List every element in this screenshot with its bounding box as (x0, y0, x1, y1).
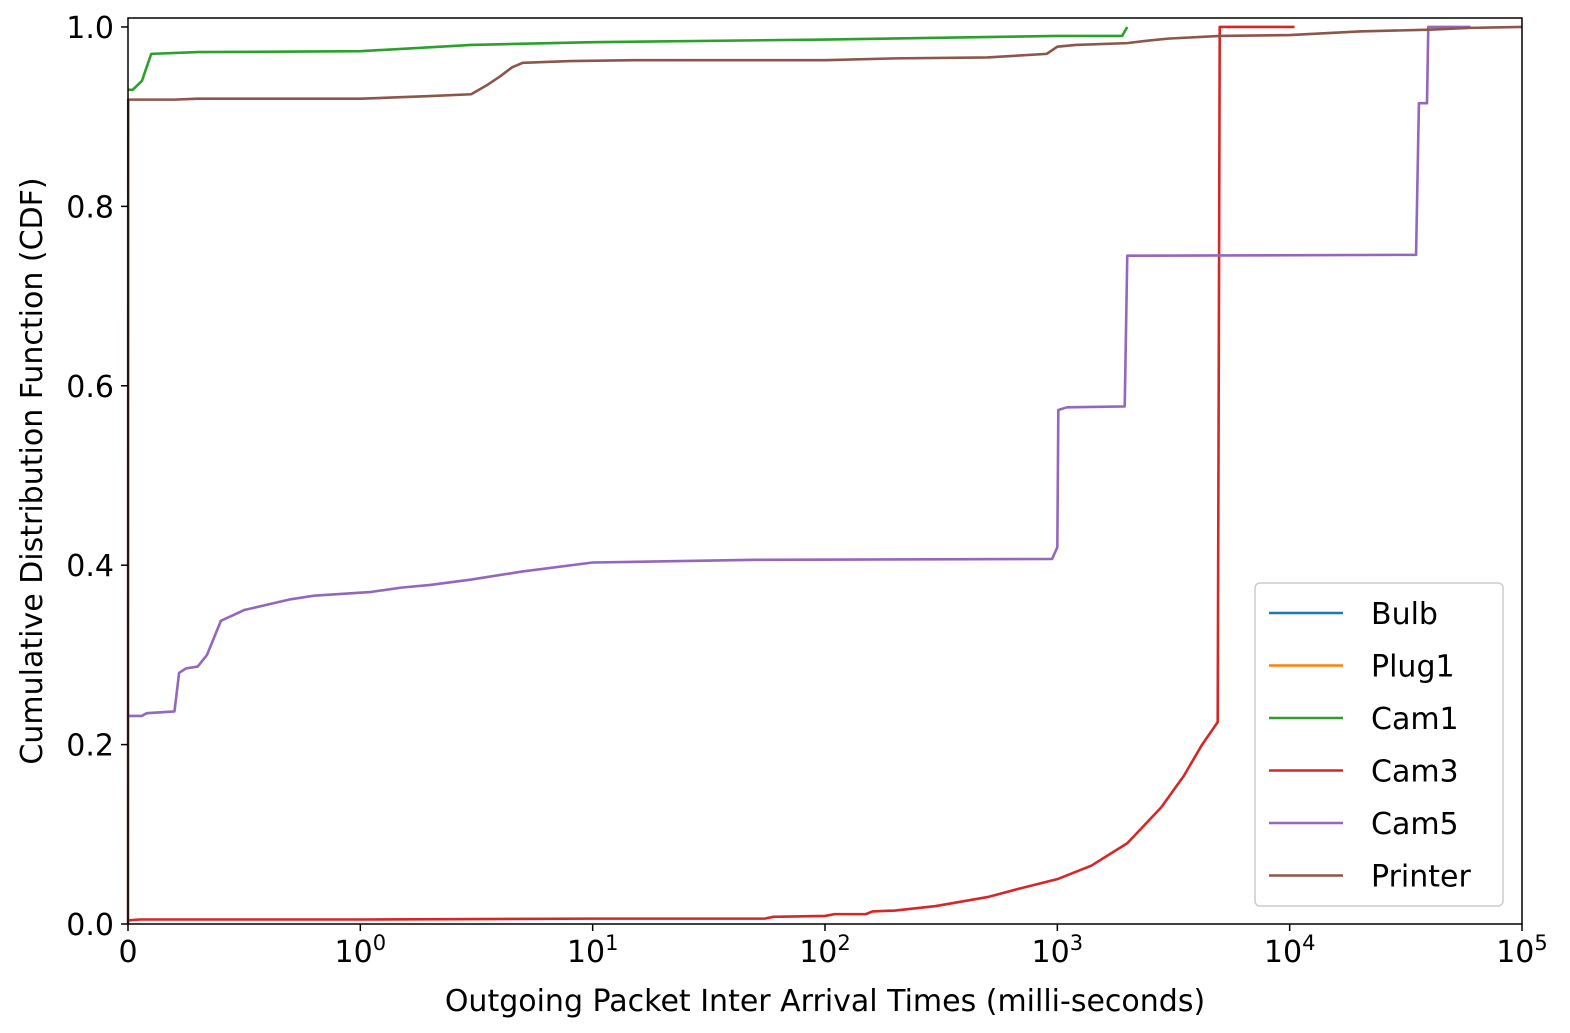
y-tick-label: 1.0 (66, 11, 114, 46)
ticks-layer: 0.0 0.2 0.4 0.6 0.8 1.0 0 100 101 102 103 104 105 (66, 11, 1548, 970)
legend-label-printer: Printer (1371, 860, 1471, 895)
y-tick-label: 0.0 (66, 908, 114, 943)
legend-label-cam5: Cam5 (1371, 807, 1459, 842)
legend-label-cam3: Cam3 (1371, 755, 1459, 790)
series-layer (126, 25, 1523, 925)
x-axis-label: Outgoing Packet Inter Arrival Times (mil… (445, 984, 1205, 1019)
legend: Bulb Plug1 Cam1 Cam3 Cam5 Printer (1254, 582, 1504, 907)
series-line-cam5 (128, 25, 1471, 718)
series-line-cam3 (127, 25, 1295, 922)
x-tick-label: 103 (1032, 931, 1084, 970)
x-tick-label: 102 (799, 931, 851, 970)
legend-box (1254, 582, 1504, 907)
legend-label-cam1: Cam1 (1371, 702, 1459, 737)
y-tick-label: 0.6 (66, 370, 114, 405)
x-tick-label: 101 (567, 931, 619, 970)
legend-label-plug1: Plug1 (1371, 650, 1455, 685)
y-tick-label: 0.4 (66, 549, 114, 584)
y-axis-label: Cumulative Distribution Function (CDF) (15, 177, 50, 764)
y-tick-label: 0.8 (66, 190, 114, 225)
x-tick-label: 105 (1496, 931, 1548, 970)
y-tick-label: 0.2 (66, 729, 114, 764)
series-line-cam1 (128, 26, 1129, 92)
x-tick-label: 0 (118, 935, 137, 970)
x-tick-label: 104 (1264, 931, 1316, 970)
legend-label-bulb: Bulb (1371, 597, 1438, 632)
series-line-printer (126, 25, 1523, 925)
x-tick-label: 100 (335, 931, 387, 970)
